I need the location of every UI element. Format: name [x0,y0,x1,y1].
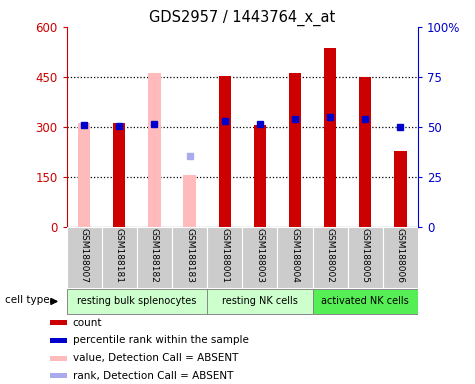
Text: value, Detection Call = ABSENT: value, Detection Call = ABSENT [73,353,238,363]
Text: GSM188007: GSM188007 [80,228,88,283]
Bar [313,289,418,314]
Bar [207,289,313,314]
Bar [289,73,301,227]
Bar [172,227,207,288]
Bar [50,338,67,343]
Text: GSM188181: GSM188181 [115,228,124,283]
Text: cell type: cell type [5,295,50,305]
Bar [207,227,242,288]
Text: count: count [73,318,102,328]
Text: GSM188006: GSM188006 [396,228,405,283]
Bar [50,356,67,361]
Bar [113,123,125,227]
Bar [383,227,418,288]
Bar [66,289,207,314]
Bar [102,227,137,288]
Bar [254,125,266,227]
Title: GDS2957 / 1443764_x_at: GDS2957 / 1443764_x_at [149,9,335,25]
Bar [242,227,277,288]
Bar [359,78,371,227]
Text: rank, Detection Call = ABSENT: rank, Detection Call = ABSENT [73,371,233,381]
Bar [183,175,196,227]
Bar [324,48,336,227]
Bar [50,373,67,378]
Bar [394,151,407,227]
Text: GSM188002: GSM188002 [326,228,334,283]
Bar [50,320,67,325]
Bar [218,76,231,227]
Bar [137,227,172,288]
Bar [348,227,383,288]
Text: activated NK cells: activated NK cells [322,296,409,306]
Bar [313,227,348,288]
Text: GSM188182: GSM188182 [150,228,159,283]
Text: GSM188003: GSM188003 [256,228,264,283]
Bar [66,227,102,288]
Text: resting NK cells: resting NK cells [222,296,298,306]
Bar [148,73,161,227]
Text: GSM188005: GSM188005 [361,228,370,283]
Text: percentile rank within the sample: percentile rank within the sample [73,336,248,346]
Text: GSM188004: GSM188004 [291,228,299,283]
Text: GSM188001: GSM188001 [220,228,229,283]
Bar [277,227,313,288]
Text: GSM188183: GSM188183 [185,228,194,283]
Bar [78,123,90,227]
Text: resting bulk splenocytes: resting bulk splenocytes [77,296,197,306]
